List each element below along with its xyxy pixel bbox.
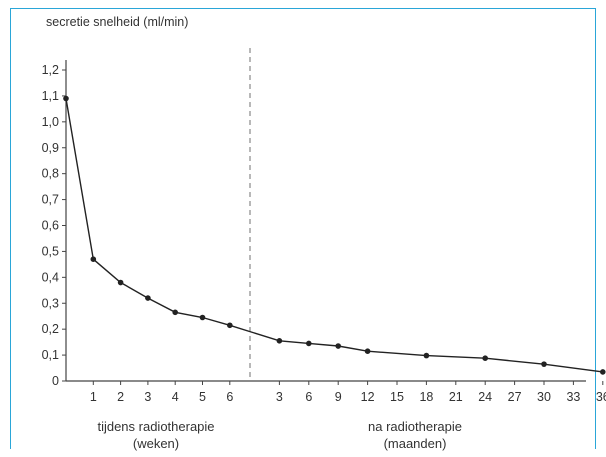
x-tick-label-month: 21 (449, 390, 463, 404)
y-ticks: 0 0,1 0,2 0,3 0,4 0,5 0,6 0,7 0,8 0,9 1,0 1,1 1,2 (42, 63, 66, 388)
data-point (172, 309, 178, 316)
x-tick-label-week: 5 (199, 390, 206, 404)
y-tick-label: 0,1 (42, 348, 59, 362)
x-tick-label-week: 1 (90, 390, 97, 404)
x-tick-label-month: 24 (478, 390, 492, 404)
group-label-during-line1: tijdens radiotherapie (97, 419, 214, 434)
data-point (63, 95, 69, 102)
y-tick-label: 0,5 (42, 244, 59, 258)
y-tick-label: 0,8 (42, 167, 59, 181)
data-point (482, 355, 489, 361)
data-point (276, 338, 283, 344)
data-point (227, 322, 233, 329)
x-tick-label-month: 15 (390, 390, 404, 404)
group-label-during-line2: (weken) (133, 436, 179, 451)
data-point (306, 340, 312, 347)
y-tick-label: 0,4 (42, 270, 59, 284)
x-tick-label-week: 6 (226, 390, 233, 404)
y-tick-label: 1,1 (42, 89, 59, 103)
x-tick-label-month: 27 (508, 390, 522, 404)
x-tick-label-month: 30 (537, 390, 551, 404)
series-line (65, 98, 603, 373)
axes (65, 48, 586, 382)
chart-frame (10, 8, 596, 449)
y-tick-label: 0,3 (42, 296, 59, 310)
group-label-after-line1: na radiotherapie (368, 419, 462, 434)
group-label-after-line2: (maanden) (384, 436, 447, 451)
series (63, 95, 606, 375)
data-point (199, 314, 206, 321)
data-point (145, 295, 151, 301)
x-tick-label-week: 3 (144, 390, 151, 404)
data-point (90, 256, 97, 262)
x-ticks: 123456369121518212427303336 (90, 381, 606, 404)
x-tick-label-month: 9 (335, 390, 342, 404)
y-tick-label: 0,9 (42, 141, 59, 155)
y-tick-label: 1,2 (42, 63, 59, 77)
data-point (423, 352, 430, 359)
x-tick-label-month: 33 (566, 390, 580, 404)
y-tick-label: 0 (52, 374, 59, 388)
x-tick-label-week: 4 (172, 390, 179, 404)
data-point (335, 343, 342, 349)
x-tick-label-month: 6 (305, 390, 312, 404)
x-tick-label-month: 3 (276, 390, 283, 404)
data-point (364, 348, 371, 354)
y-axis-label: secretie snelheid (ml/min) (46, 15, 188, 29)
x-tick-label-month: 12 (361, 390, 375, 404)
x-tick-label-month: 36 (596, 390, 606, 404)
y-tick-label: 1,0 (42, 115, 59, 129)
y-tick-label: 0,6 (42, 219, 59, 233)
data-point (117, 279, 124, 286)
y-tick-label: 0,2 (42, 322, 59, 336)
data-point (541, 361, 547, 367)
x-tick-label-week: 2 (117, 390, 124, 404)
x-tick-label-month: 18 (419, 390, 433, 404)
data-point (600, 369, 606, 375)
y-tick-label: 0,7 (42, 193, 59, 207)
